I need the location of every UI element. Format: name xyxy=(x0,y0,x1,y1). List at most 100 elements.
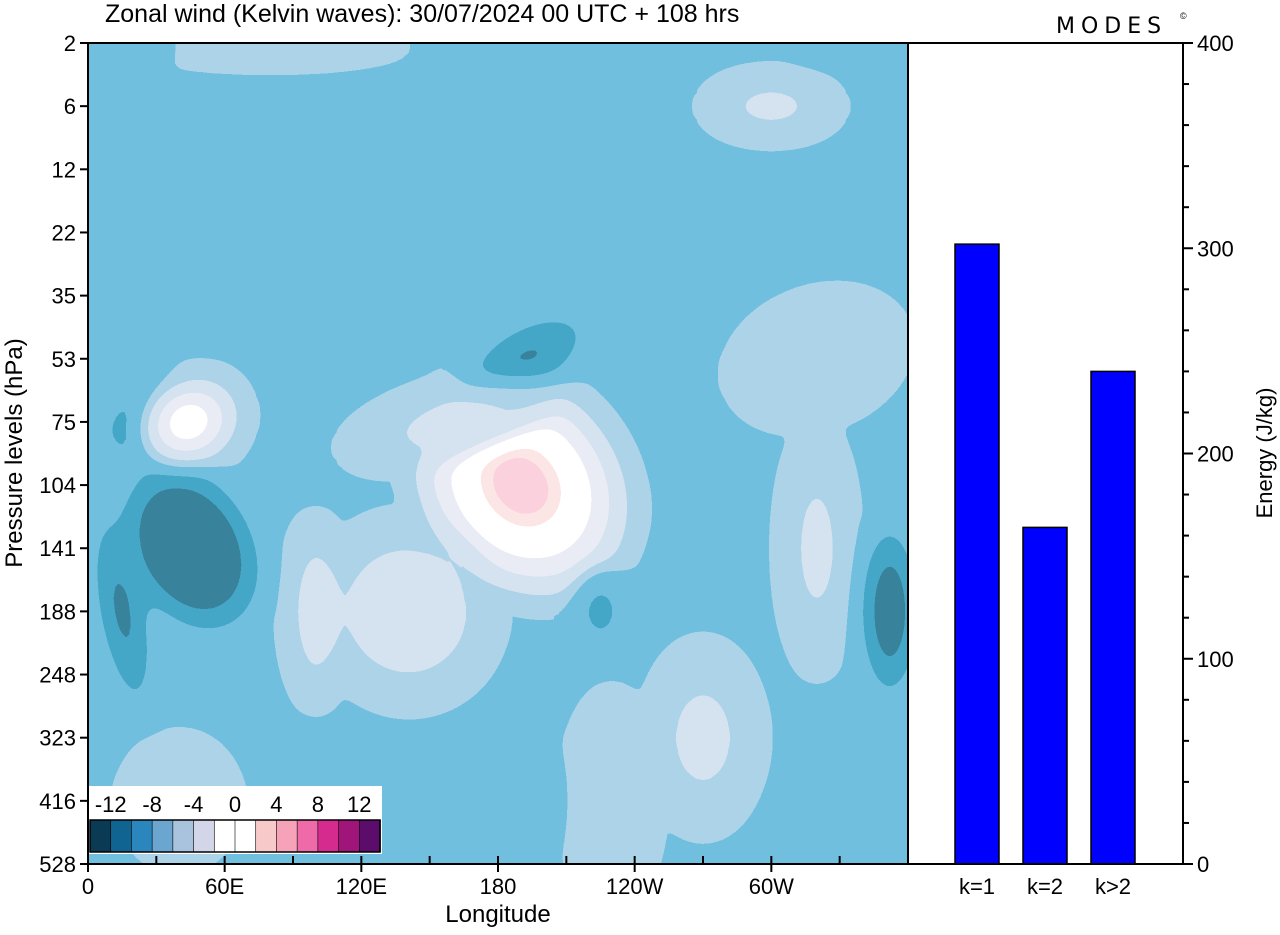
anomaly-contour xyxy=(507,345,544,372)
logo-mark: © xyxy=(1180,11,1187,21)
longitude-tick-label: 60E xyxy=(205,874,244,899)
wavenumber-label: k>2 xyxy=(1095,874,1131,899)
anomaly-contour xyxy=(592,599,609,624)
colorbar-swatch xyxy=(296,819,319,853)
zonal-wind-heatmap: -12 -8 -4 0 4 8 12 0 60E 120E 180 120W 60W 2 6 12 22 35… xyxy=(1,31,909,928)
anomaly-contour xyxy=(794,342,839,376)
colorbar-swatch xyxy=(358,819,381,853)
energy-axis-label: Energy (J/kg) xyxy=(1252,388,1277,519)
anomaly-contour xyxy=(171,525,210,571)
anomaly-contour xyxy=(236,43,305,48)
colorbar-swatch xyxy=(110,819,133,853)
wavenumber-label: k=1 xyxy=(959,874,995,899)
level-tick-label: 2 xyxy=(64,31,76,56)
wind-anomaly xyxy=(857,516,908,707)
colorbar-swatch xyxy=(276,819,298,853)
energy-tick-label: 100 xyxy=(1197,647,1234,672)
pressure-axis: 2 6 12 22 35 53 75 104 141 188 248 323 416 528 xyxy=(39,31,88,877)
wind-anomaly xyxy=(794,43,908,56)
energy-bars xyxy=(954,243,1136,865)
wind-anomaly xyxy=(341,374,563,469)
wind-anomaly xyxy=(115,458,266,638)
anomaly-contour xyxy=(600,773,624,829)
colorbar-label: 8 xyxy=(312,792,324,817)
wind-anomaly xyxy=(132,372,244,472)
wind-anomaly xyxy=(89,502,156,721)
wind-anomaly xyxy=(728,291,906,426)
wind-anomaly xyxy=(566,690,658,864)
anomaly-contour xyxy=(492,455,550,515)
wind-anomaly xyxy=(475,737,567,864)
colorbar-label: -4 xyxy=(184,792,204,817)
level-tick-label: 528 xyxy=(39,852,76,877)
energy-tick-label: 400 xyxy=(1197,31,1234,56)
wind-contours xyxy=(88,43,908,864)
wind-anomaly xyxy=(782,421,852,675)
level-tick-label: 22 xyxy=(52,220,76,245)
level-tick-label: 416 xyxy=(39,789,76,814)
wind-anomaly xyxy=(288,516,344,707)
colorbar-label: 0 xyxy=(229,792,241,817)
colorbar-label: 4 xyxy=(270,792,282,817)
y-axis-label: Pressure levels (hPa) xyxy=(1,338,28,567)
colorbar-swatch xyxy=(234,819,257,853)
colorbar-label: -12 xyxy=(95,792,127,817)
longitude-tick-label: 120E xyxy=(336,874,387,899)
level-tick-label: 323 xyxy=(39,726,76,751)
anomaly-contour xyxy=(308,587,323,636)
wind-anomaly xyxy=(133,43,407,62)
colorbar-swatch xyxy=(317,819,340,853)
energy-axis: 0 100 200 300 400 xyxy=(1183,31,1234,877)
anomaly-contour xyxy=(113,584,131,639)
colorbar-swatch xyxy=(151,819,174,853)
colorbar-swatch xyxy=(89,819,112,853)
anomaly-contour xyxy=(509,785,533,817)
longitude-tick-label: 60W xyxy=(749,874,794,899)
anomaly-contour xyxy=(174,409,203,435)
colorbar: -12 -8 -4 0 4 8 12 xyxy=(88,786,382,854)
wind-anomaly xyxy=(88,43,180,56)
colorbar-swatch xyxy=(131,819,153,853)
level-tick-label: 35 xyxy=(52,284,76,309)
longitude-axis: 0 60E 120E 180 120W 60W xyxy=(82,856,841,899)
anomaly-contour xyxy=(688,714,718,762)
level-tick-label: 141 xyxy=(39,536,76,561)
colorbar-swatch xyxy=(213,819,236,853)
wind-anomaly xyxy=(315,517,499,706)
anomaly-contour xyxy=(881,587,898,636)
colorbar-swatch xyxy=(338,819,361,853)
level-tick-label: 104 xyxy=(39,473,76,498)
energy-bar xyxy=(1022,526,1068,865)
level-tick-label: 6 xyxy=(64,94,76,119)
modes-logo: MODES xyxy=(1056,14,1167,39)
wavenumber-axis: k=1 k=2 k>2 xyxy=(959,874,1131,899)
energy-tick-label: 300 xyxy=(1197,236,1234,261)
longitude-tick-label: 0 xyxy=(82,874,94,899)
colorbar-label: -8 xyxy=(142,792,162,817)
colorbar-swatch xyxy=(172,819,195,853)
wind-anomaly xyxy=(703,74,840,138)
anomaly-contour xyxy=(424,410,481,434)
chart-title: Zonal wind (Kelvin waves): 30/07/2024 00… xyxy=(105,0,739,28)
energy-tick-label: 0 xyxy=(1197,852,1209,877)
wind-anomaly xyxy=(646,642,760,833)
anomaly-contour xyxy=(384,587,430,635)
energy-bar-chart: k=1 k=2 k>2 0 100 200 300 400 Energy (J/kg) xyxy=(907,31,1277,899)
energy-bar xyxy=(954,243,1000,865)
colorbar-frame xyxy=(89,819,381,853)
wind-anomaly xyxy=(568,564,633,659)
anomaly-contour xyxy=(808,516,826,580)
energy-bar xyxy=(1090,370,1136,865)
longitude-tick-label: 120W xyxy=(606,874,664,899)
level-tick-label: 75 xyxy=(52,410,76,435)
anomaly-contour xyxy=(259,283,327,308)
energy-tick-label: 200 xyxy=(1197,442,1234,467)
wind-anomaly xyxy=(160,248,426,343)
level-tick-label: 12 xyxy=(52,157,76,182)
longitude-tick-label: 180 xyxy=(480,874,517,899)
level-tick-label: 188 xyxy=(39,599,76,624)
level-tick-label: 53 xyxy=(52,347,76,372)
colorbar-swatch xyxy=(193,819,216,853)
